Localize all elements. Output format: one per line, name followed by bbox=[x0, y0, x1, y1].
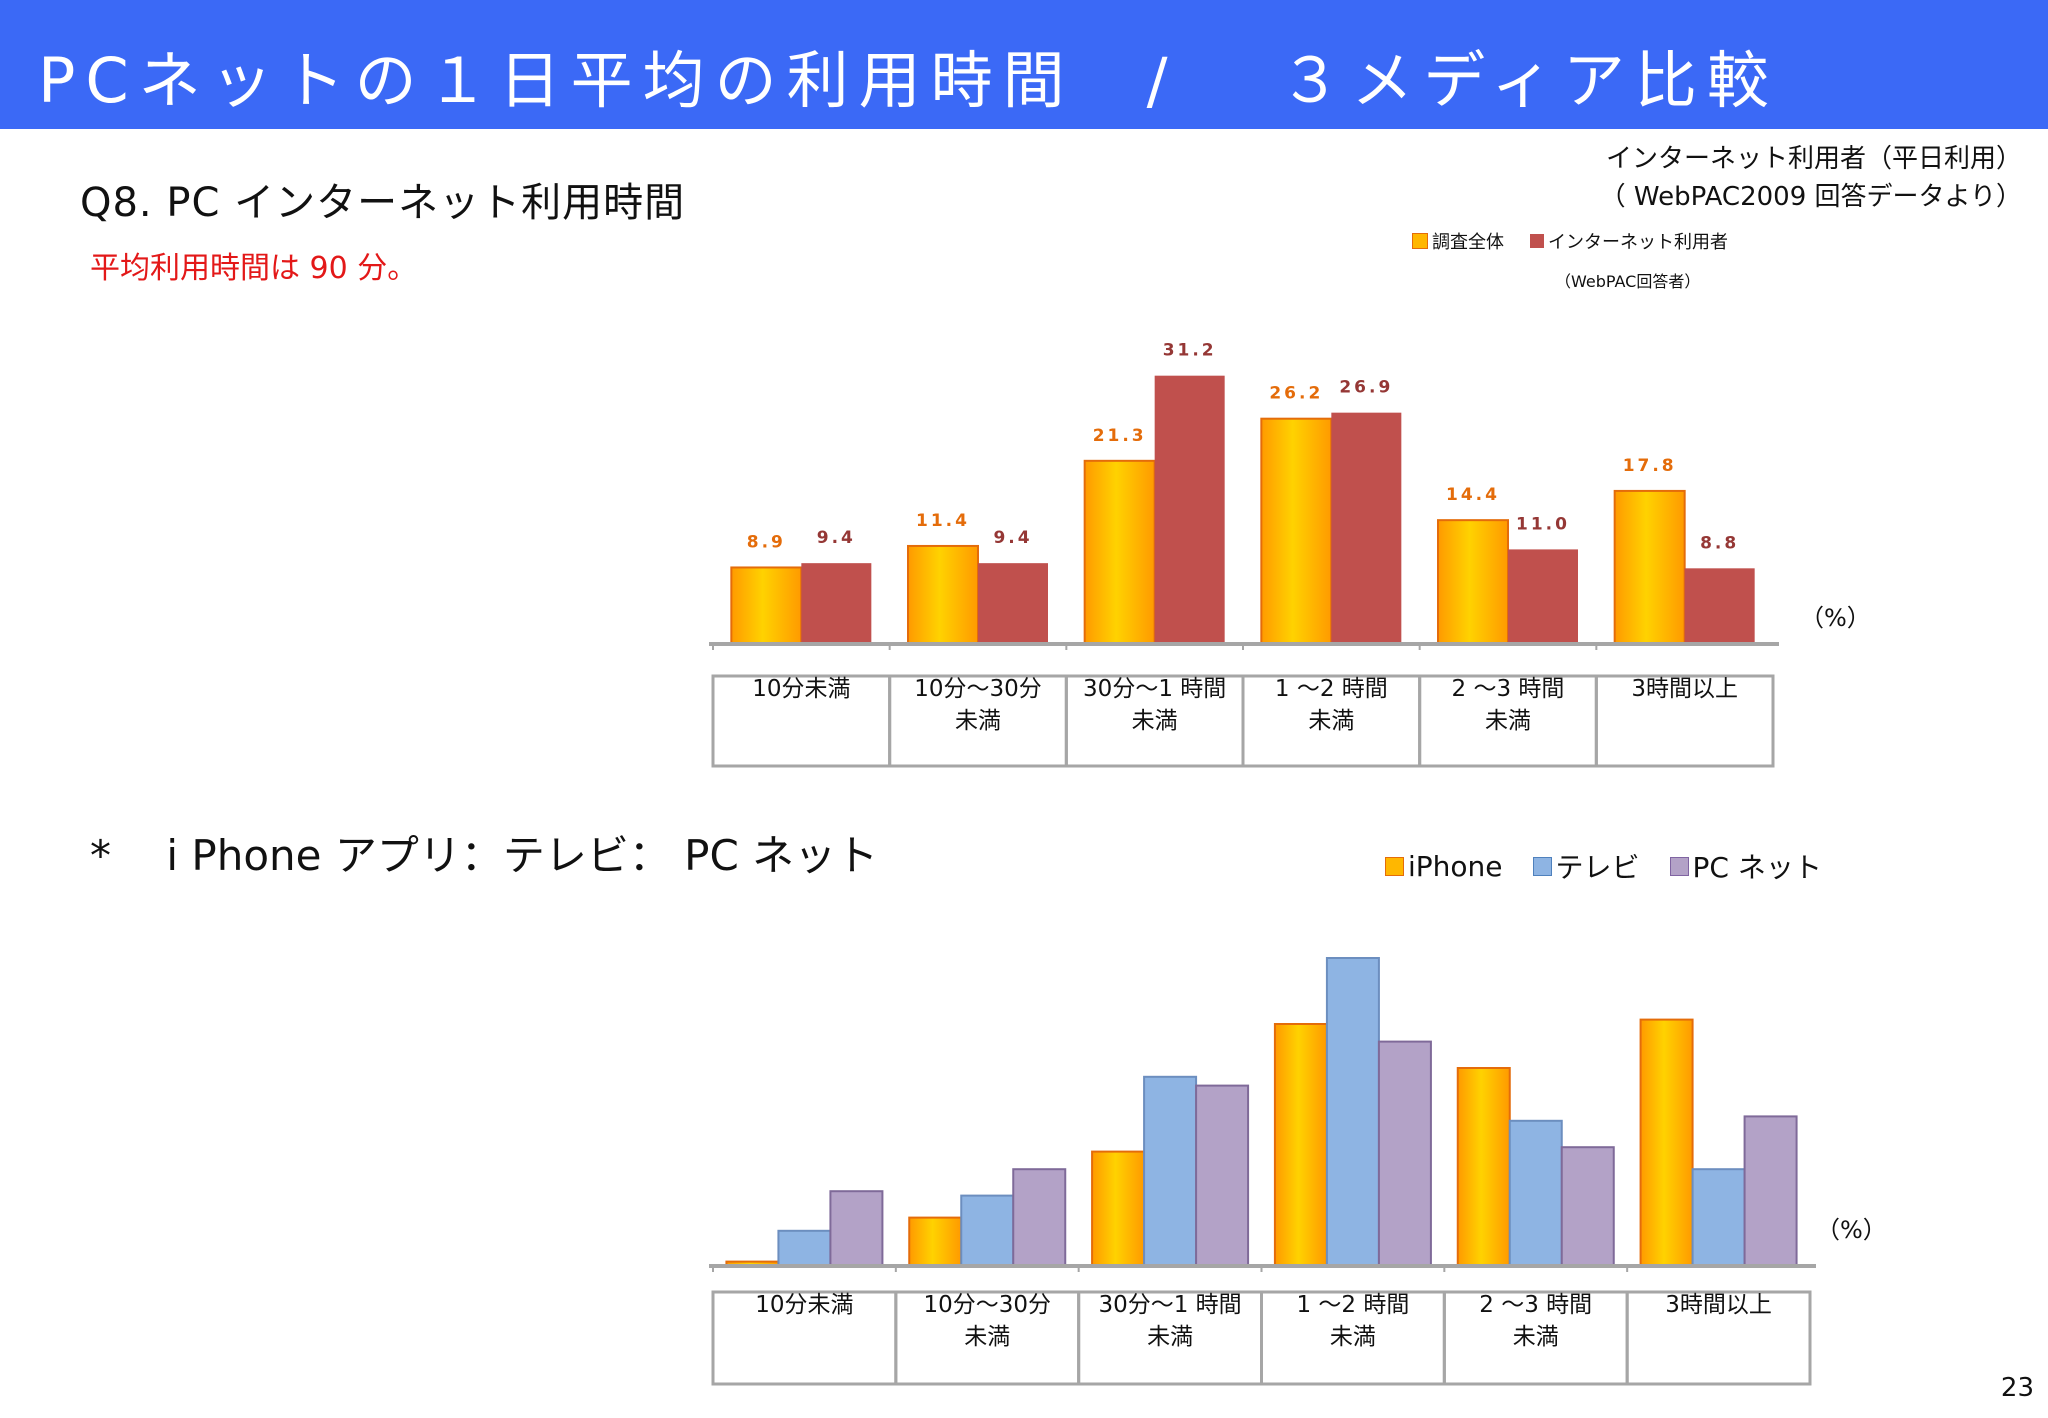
category-label-4-2: 未満 bbox=[1330, 1324, 1376, 1350]
bar-1-4 bbox=[1260, 417, 1333, 645]
category-label-2-2: 未満 bbox=[955, 708, 1001, 734]
data-label-1-3: 21.3 bbox=[1093, 426, 1147, 446]
chart1-legend-item-1: 調査全体 bbox=[1412, 228, 1504, 254]
source-line-1: インターネット利用者（平日利用） bbox=[1605, 144, 2022, 174]
bar-3-1 bbox=[829, 1190, 884, 1267]
data-label-2-3: 31.2 bbox=[1163, 341, 1217, 361]
chart1-legend-label-2: インターネット利用者 bbox=[1548, 232, 1728, 253]
data-label-2-5: 11.0 bbox=[1516, 514, 1570, 534]
bar-2-6 bbox=[1691, 1168, 1746, 1267]
bar-1-2 bbox=[908, 1216, 963, 1267]
category-label-3-1: 30分～1 時間 bbox=[1098, 1292, 1241, 1318]
category-label-2-1: 10分～30分 bbox=[923, 1292, 1051, 1318]
data-label-1-4: 26.2 bbox=[1269, 384, 1323, 404]
bar-3-3 bbox=[1195, 1084, 1250, 1267]
category-label-5-1: 2 ～3 時間 bbox=[1479, 1292, 1592, 1318]
chart1-legend-label-1: 調査全体 bbox=[1432, 232, 1504, 253]
bar-1-5 bbox=[1437, 519, 1509, 645]
bar-2-1 bbox=[777, 1229, 832, 1268]
data-label-1-6: 17.8 bbox=[1623, 456, 1677, 476]
category-cell-6 bbox=[1625, 1290, 1812, 1386]
bar-1-3 bbox=[1083, 459, 1156, 645]
category-label-3-1: 30分～1 時間 bbox=[1083, 676, 1226, 702]
chart2-legend-item-1: iPhone bbox=[1385, 850, 1503, 883]
data-label-2-6: 8.8 bbox=[1700, 533, 1739, 553]
bar-1-3 bbox=[1091, 1150, 1146, 1267]
bar-1-5 bbox=[1456, 1067, 1511, 1267]
square-icon bbox=[1412, 233, 1428, 249]
data-label-2-4: 26.9 bbox=[1339, 378, 1393, 398]
bar-2-5 bbox=[1508, 1119, 1563, 1268]
data-label-1-1: 8.9 bbox=[747, 532, 786, 552]
source-line-2: （ WebPAC2009 回答データより） bbox=[1599, 182, 2022, 212]
category-label-4-1: 1 ～2 時間 bbox=[1275, 676, 1388, 702]
chart2-legend-label-1: iPhone bbox=[1408, 849, 1503, 883]
bar-3-2 bbox=[1012, 1168, 1067, 1267]
chart2-legend: iPhone テレビ PC ネット bbox=[1385, 846, 1822, 886]
chart-pc-internet-usage: 8.9 9.410分未満11.49.410分～30分未満21.331.230分～1… bbox=[709, 341, 1871, 768]
page-number: 23 bbox=[2000, 1373, 2034, 1403]
category-cell-6 bbox=[1594, 674, 1775, 768]
category-label-3-2: 未満 bbox=[1132, 708, 1178, 734]
bar-2-3 bbox=[1143, 1075, 1198, 1268]
page-title: PCネットの１日平均の利用時間 / ３メディア比較 bbox=[38, 44, 1779, 117]
bar-2-4 bbox=[1325, 957, 1380, 1267]
chart1-legend-note: （WebPAC回答者） bbox=[1555, 272, 1701, 291]
bar-3-5 bbox=[1560, 1146, 1615, 1267]
category-label-6-1: 3時間以上 bbox=[1665, 1292, 1772, 1318]
unit-label: （%） bbox=[1800, 604, 1871, 632]
bar-2-5 bbox=[1508, 549, 1578, 644]
chart2-legend-item-3: PC ネット bbox=[1669, 846, 1822, 886]
bar-2-1 bbox=[801, 563, 872, 644]
data-label-1-5: 14.4 bbox=[1446, 485, 1500, 505]
bar-2-4 bbox=[1331, 412, 1402, 644]
chart1-legend: 調査全体 インターネット利用者 bbox=[1412, 228, 1728, 254]
data-label-2-1: 9.4 bbox=[817, 528, 856, 548]
square-icon bbox=[1530, 234, 1544, 248]
chart2-legend-label-2: テレビ bbox=[1555, 851, 1640, 884]
category-label-4-2: 未満 bbox=[1308, 708, 1354, 734]
category-label-2-2: 未満 bbox=[964, 1324, 1010, 1350]
bar-2-3 bbox=[1154, 375, 1225, 644]
bar-1-6 bbox=[1639, 1018, 1694, 1267]
category-label-4-1: 1 ～2 時間 bbox=[1296, 1292, 1409, 1318]
chart2-legend-label-3: PC ネット bbox=[1692, 851, 1822, 884]
category-label-2-1: 10分～30分 bbox=[914, 676, 1042, 702]
bar-2-2 bbox=[960, 1194, 1015, 1267]
question-title: Q8. PC インターネット利用時間 bbox=[80, 180, 686, 226]
chart1-legend-item-2: インターネット利用者 bbox=[1530, 228, 1728, 254]
bar-1-4 bbox=[1273, 1023, 1328, 1267]
bar-3-6 bbox=[1743, 1115, 1798, 1268]
square-icon bbox=[1669, 856, 1689, 876]
average-note: 平均利用時間は 90 分。 bbox=[90, 251, 418, 286]
header-bar: PCネットの１日平均の利用時間 / ３メディア比較 bbox=[0, 0, 2048, 129]
category-label-1-1: 10分未満 bbox=[752, 676, 850, 702]
bar-2-2 bbox=[978, 563, 1048, 644]
category-label-5-1: 2 ～3 時間 bbox=[1452, 676, 1565, 702]
category-label-5-2: 未満 bbox=[1485, 708, 1531, 734]
data-label-2-2: 9.4 bbox=[993, 528, 1032, 548]
category-label-3-2: 未満 bbox=[1147, 1324, 1193, 1350]
square-icon bbox=[1385, 856, 1404, 876]
bar-3-4 bbox=[1377, 1040, 1432, 1267]
bar-2-6 bbox=[1684, 568, 1755, 644]
category-label-6-1: 3時間以上 bbox=[1631, 676, 1738, 702]
data-label-1-2: 11.4 bbox=[916, 511, 970, 531]
category-label-5-2: 未満 bbox=[1513, 1324, 1559, 1350]
comparison-title: * i Phone アプリ：テレビ： PC ネット bbox=[90, 831, 879, 880]
chart2-legend-item-2: テレビ bbox=[1532, 846, 1640, 886]
bar-1-6 bbox=[1613, 489, 1686, 646]
square-icon bbox=[1532, 856, 1552, 876]
category-label-1-1: 10分未満 bbox=[755, 1292, 853, 1318]
unit-label: （%） bbox=[1816, 1216, 1887, 1244]
